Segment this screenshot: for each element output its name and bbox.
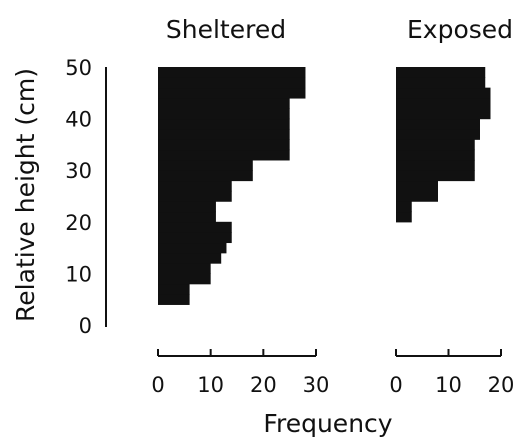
labels-group: 0 10 20 30 40 50 Relative height (cm) 0 10 20 30 Sh… xyxy=(11,15,514,438)
exposed-bar xyxy=(396,211,412,223)
sheltered-bar xyxy=(158,128,290,140)
sheltered-x-tick-label: 10 xyxy=(197,373,224,397)
sheltered-bar xyxy=(158,252,222,264)
exposed-x-tick-label: 20 xyxy=(488,373,515,397)
exposed-bar xyxy=(396,201,412,213)
sheltered-bar xyxy=(158,108,290,120)
sheltered-x-tick-label: 30 xyxy=(303,373,330,397)
x-axis-title: Frequency xyxy=(263,409,392,438)
sheltered-bar xyxy=(158,211,216,223)
sheltered-bar xyxy=(158,159,253,171)
y-tick-label: 10 xyxy=(65,262,92,286)
exposed-panel-title: Exposed xyxy=(407,15,513,44)
exposed-bar xyxy=(396,180,438,192)
bars-group xyxy=(158,67,491,305)
exposed-bar xyxy=(396,170,475,182)
exposed-bar xyxy=(396,77,486,89)
sheltered-bar xyxy=(158,190,232,202)
y-tick-label: 40 xyxy=(65,108,92,132)
sheltered-bar xyxy=(158,232,232,244)
axes-group xyxy=(105,67,502,357)
sheltered-bar xyxy=(158,77,306,89)
sheltered-bar xyxy=(158,201,216,213)
exposed-bar xyxy=(396,118,480,130)
exposed-bar xyxy=(396,159,475,171)
exposed-bar xyxy=(396,108,491,120)
sheltered-bar xyxy=(158,283,190,295)
sheltered-bar xyxy=(158,263,211,274)
exposed-bar xyxy=(396,139,475,151)
y-tick-label: 30 xyxy=(65,159,92,183)
exposed-bar xyxy=(396,128,480,140)
sheltered-bar xyxy=(158,97,290,109)
sheltered-bar xyxy=(158,294,190,305)
exposed-bar xyxy=(396,67,486,78)
exposed-x-tick-label: 0 xyxy=(389,373,402,397)
exposed-bar xyxy=(396,190,438,202)
sheltered-bar xyxy=(158,118,290,130)
sheltered-bar xyxy=(158,67,306,78)
sheltered-x-tick-label: 20 xyxy=(250,373,277,397)
sheltered-panel-title: Sheltered xyxy=(166,15,286,44)
sheltered-bar xyxy=(158,87,306,99)
sheltered-bar xyxy=(158,221,232,233)
sheltered-x-tick-label: 0 xyxy=(151,373,164,397)
sheltered-bar xyxy=(158,149,290,161)
y-tick-label: 50 xyxy=(65,56,92,80)
sheltered-bar xyxy=(158,170,253,182)
exposed-bar xyxy=(396,87,491,99)
y-tick-label: 20 xyxy=(65,211,92,235)
y-tick-label: 0 xyxy=(79,314,92,338)
sheltered-bar xyxy=(158,242,227,254)
sheltered-bar xyxy=(158,273,211,285)
exposed-x-tick-label: 10 xyxy=(435,373,462,397)
y-axis-title: Relative height (cm) xyxy=(11,68,40,322)
exposed-bar xyxy=(396,97,491,109)
exposed-bar xyxy=(396,149,475,161)
sheltered-bar xyxy=(158,180,232,192)
sheltered-bar xyxy=(158,139,290,151)
